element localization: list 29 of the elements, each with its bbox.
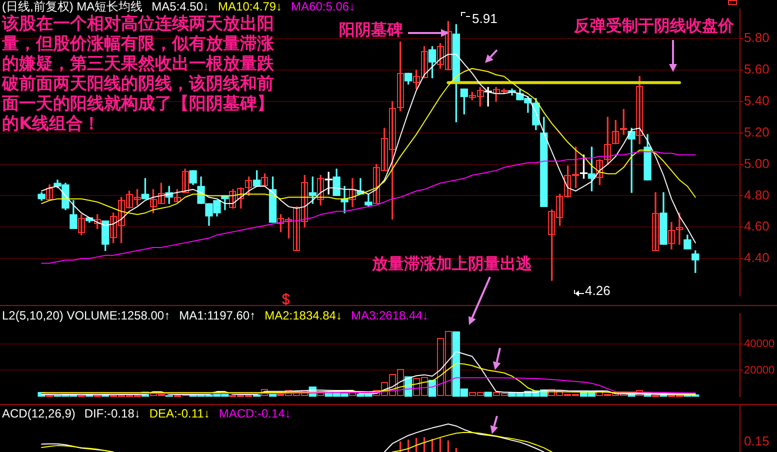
text: MA10:4.79↓ [218,0,282,14]
chart-subtitle: MACD:-0.14↓ [218,406,291,420]
text: DEA:-0.11↓ [149,406,210,420]
annotation: 该股在一个相对高位连续两天放出阳量，但股价涨幅有限，似有放量滞涨的嫌疑，第三天果然收出一根放量跌破前面两天阳线的阴线，该阴线和前面一天的阳线就构成了【阳阴墓碑】的K线组合！ [1,14,275,134]
text: DIF:-0.18↓ [84,406,140,420]
annotation: 4.26 [585,283,610,298]
text: 0.15 [744,433,770,448]
y-tick-label: 5.00 [744,156,770,171]
chart-title: ACD(12,26,9) [2,406,76,420]
y-tick-label: 4.40 [744,250,770,266]
y-tick-label: 5.80 [744,30,770,46]
y-tick-label: 5.60 [744,62,770,77]
y-tick-label: 4.60 [744,218,770,234]
text: MA2:1834.84↓ [264,308,342,322]
annotation: 阳阴墓碑 [339,20,403,40]
y-tick-label: 5.20 [744,124,770,140]
y-tick-label: 20000 [744,364,775,376]
text: MA3:2618.44↓ [350,308,428,322]
annotation: 5.91 [472,11,498,26]
chart-title: (日线,前复权) MA短长均线 [2,0,143,14]
text: MA5:4.50↓ [152,0,210,14]
y-tick-label: 40000 [744,338,775,350]
text: MA60:5.06↓ [291,0,356,14]
chart-title: L2(5,10,20) VOLUME:1258.00↑ [2,308,170,322]
annotation: 反弹受制于阴线收盘价 [573,16,735,36]
y-tick-label: 4.80 [744,187,770,202]
text: MA1:1197.60↑ [179,308,256,322]
y-tick-label: 5.40 [744,93,770,108]
annotation: 放量滞涨加上阴量出逃 [371,254,532,274]
